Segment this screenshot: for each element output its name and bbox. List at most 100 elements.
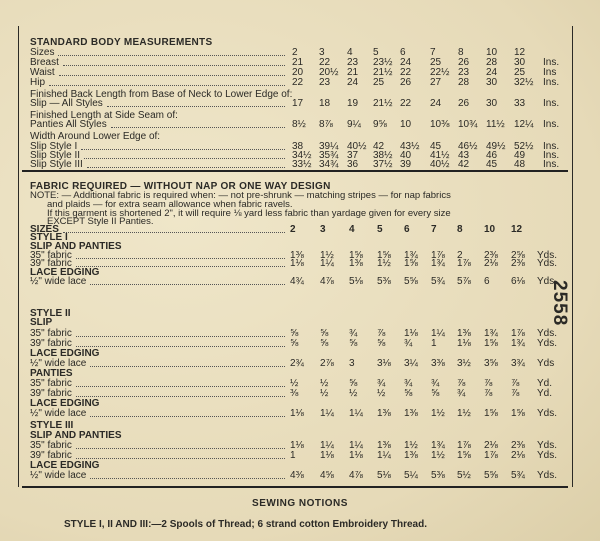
cell-value: 24: [430, 98, 442, 109]
cell-value: 1⅝: [484, 338, 498, 349]
cell-value: 10: [484, 224, 496, 235]
divider: [22, 486, 568, 488]
row-label: 35" fabric: [30, 328, 288, 339]
cell-value: 32½: [514, 77, 534, 88]
fabric-required-title: FABRIC REQUIRED — WITHOUT NAP OR ONE WAY…: [30, 181, 331, 192]
unit-label: Ins: [543, 67, 557, 78]
cell-value: 3½: [457, 358, 471, 369]
cell-value: 6: [404, 224, 410, 235]
dot-leader: [62, 65, 285, 66]
cell-value: 1⅛: [404, 328, 418, 339]
measurements-frame: [18, 26, 573, 487]
cell-value: 46½: [458, 141, 478, 152]
cell-value: 30: [486, 98, 498, 109]
unit-label: Ins.: [543, 159, 560, 170]
row-label: SIZES: [30, 224, 288, 235]
cell-value: 22: [292, 77, 304, 88]
cell-value: 4: [349, 224, 355, 235]
pattern-number: 2558: [549, 280, 570, 327]
section-heading: PANTIES: [0, 368, 600, 379]
cell-value: 1⅞: [457, 258, 471, 269]
table-row: Slip Style I 38 39¼ 40½ 42 43½ 45 46½ 49½ 52½ Ins.: [0, 141, 600, 152]
cell-value: 1½: [320, 250, 334, 261]
cell-value: 10: [486, 47, 498, 58]
cell-value: 19: [347, 98, 359, 109]
row-label: LACE EDGING: [30, 398, 100, 409]
dot-leader: [90, 478, 285, 479]
cell-value: 38½: [373, 150, 393, 161]
unit-label: Yds.: [537, 450, 558, 461]
unit-label: Ins.: [543, 57, 560, 68]
cell-value: 24: [400, 57, 412, 68]
unit-label: Yds: [537, 358, 555, 369]
body-measurements-title: STANDARD BODY MEASUREMENTS: [30, 37, 213, 48]
row-label: 35" fabric: [30, 250, 288, 261]
row-label: LACE EDGING: [30, 460, 100, 471]
cell-value: 1⅝: [511, 408, 525, 419]
cell-value: 1⅛: [290, 440, 304, 451]
table-row: Waist 20 20½ 21 21½ 22 22½ 23 24 25 Ins: [0, 67, 600, 78]
cell-value: 1½: [431, 408, 445, 419]
cell-value: 12: [511, 224, 523, 235]
cell-value: 1⅜: [349, 258, 363, 269]
row-label: Panties All Styles: [30, 119, 288, 130]
cell-value: ⅝: [290, 338, 299, 349]
table-row: 39" fabric ⅜ ½ ½ ½ ⅝ ⅝ ¾ ⅞ ⅞ Yd.: [0, 388, 600, 399]
section-heading: LACE EDGING: [0, 398, 600, 409]
cell-value: 40½: [347, 141, 367, 152]
cell-value: 1¼: [320, 258, 334, 269]
cell-value: 1⅝: [404, 258, 418, 269]
cell-value: ⅜: [290, 388, 299, 399]
cell-value: 3⅝: [484, 358, 498, 369]
cell-value: 36: [347, 159, 359, 170]
cell-value: 7: [431, 224, 437, 235]
cell-value: 4⅜: [290, 470, 304, 481]
cell-value: 4⅝: [320, 470, 334, 481]
row-label: LACE EDGING: [30, 267, 100, 278]
cell-value: 1⅜: [290, 250, 304, 261]
cell-value: 1⅝: [377, 250, 391, 261]
table-row: 39" fabric 1 1⅛ 1⅛ 1¼ 1⅜ 1½ 1⅝ 1⅞ 2⅛ Yds.: [0, 450, 600, 461]
cell-value: 18: [319, 98, 331, 109]
cell-value: 1¼: [431, 328, 445, 339]
cell-value: 22: [400, 98, 412, 109]
table-row: Sizes 2 3 4 5 6 7 8 10 12: [0, 47, 600, 58]
cell-value: 5½: [457, 470, 471, 481]
cell-value: 1⅛: [290, 408, 304, 419]
row-label: Finished Back Length from Base of Neck t…: [30, 89, 293, 100]
cell-value: 21½: [373, 98, 393, 109]
cell-value: ⅞: [457, 378, 466, 389]
cell-value: 5⅛: [377, 470, 391, 481]
section-heading: STYLE I: [0, 232, 600, 243]
cell-value: 5: [373, 47, 379, 58]
cell-value: 3¼: [404, 358, 418, 369]
cell-value: 1⅜: [377, 440, 391, 451]
row-label: ½" wide lace: [30, 470, 288, 481]
cell-value: 43½: [400, 141, 420, 152]
dot-leader: [106, 106, 285, 107]
cell-value: 23: [458, 67, 470, 78]
unit-label: Ins.: [543, 77, 560, 88]
cell-value: ⅝: [349, 378, 358, 389]
section-heading: SLIP: [0, 317, 600, 328]
cell-value: 1⅞: [511, 328, 525, 339]
cell-value: 3⅜: [431, 358, 445, 369]
cell-value: 2¾: [290, 358, 304, 369]
table-row: 35" fabric ½ ½ ⅝ ¾ ¾ ¾ ⅞ ⅞ ⅞ Yd.: [0, 378, 600, 389]
cell-value: 23: [319, 77, 331, 88]
cell-value: 23½: [373, 57, 393, 68]
dot-leader: [75, 396, 285, 397]
cell-value: 1¾: [511, 338, 525, 349]
dot-leader: [90, 366, 285, 367]
cell-value: 22½: [430, 67, 450, 78]
cell-value: 34¾: [319, 159, 339, 170]
row-label: Width Around Lower Edge of:: [0, 131, 600, 142]
cell-value: 42: [373, 141, 385, 152]
cell-value: 5⅝: [484, 470, 498, 481]
row-label: Slip — All Styles: [30, 98, 288, 109]
cell-value: 5⅞: [457, 276, 471, 287]
cell-value: 26: [458, 98, 470, 109]
cell-value: 21: [347, 67, 359, 78]
table-row: Slip — All Styles 17 18 19 21½ 22 24 26 30 33 Ins.: [0, 98, 600, 109]
